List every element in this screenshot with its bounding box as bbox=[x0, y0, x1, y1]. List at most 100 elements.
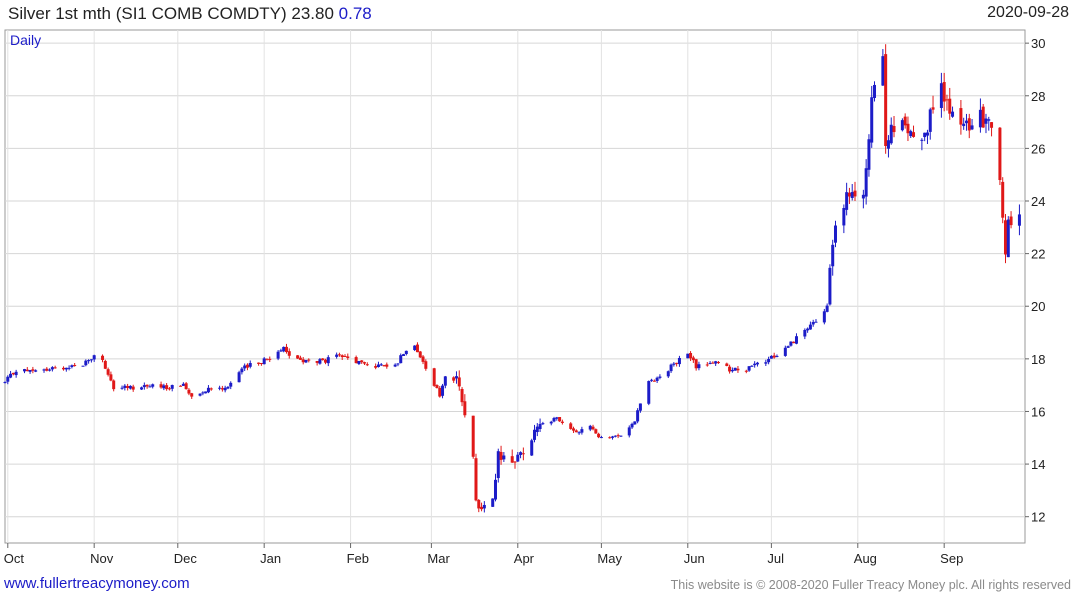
candle-body bbox=[343, 356, 347, 358]
candle-body bbox=[677, 357, 681, 365]
candle-body bbox=[881, 56, 885, 86]
candle-body bbox=[151, 384, 155, 387]
site-link[interactable]: www.fullertreacymoney.com bbox=[4, 575, 190, 592]
candle-body bbox=[870, 97, 874, 143]
candle-body bbox=[831, 244, 835, 267]
candle-body bbox=[243, 365, 247, 369]
candle-body bbox=[772, 355, 776, 358]
candle-body bbox=[711, 362, 715, 364]
candle-body bbox=[513, 461, 517, 463]
candle-body bbox=[981, 106, 985, 128]
candle-body bbox=[120, 387, 124, 389]
y-tick-label: 18 bbox=[1031, 352, 1045, 367]
chart-header: Silver 1st mth (SI1 COMB COMDTY) 23.80 0… bbox=[8, 4, 372, 24]
candle-body bbox=[611, 436, 615, 438]
candle-body bbox=[884, 54, 888, 146]
candle-body bbox=[296, 355, 300, 359]
candle-body bbox=[53, 367, 57, 369]
candle-body bbox=[201, 392, 205, 394]
candle-body bbox=[220, 388, 224, 390]
candle-body bbox=[198, 393, 202, 396]
candlestick-chart: 12 14 16 18 20 22 24 26 28 30 Oct Nov Dec Jan Feb Mar A… bbox=[3, 29, 1045, 566]
candle-body bbox=[81, 365, 85, 367]
candle-body bbox=[873, 84, 877, 98]
candle-body bbox=[808, 324, 812, 330]
x-tick-label: May bbox=[597, 551, 622, 566]
candle-body bbox=[248, 363, 252, 367]
candle-body bbox=[268, 358, 272, 360]
candle-body bbox=[204, 391, 208, 394]
candle-body bbox=[909, 131, 913, 137]
y-tick-label: 16 bbox=[1031, 404, 1045, 419]
copyright-text: This website is © 2008-2020 Fuller Treac… bbox=[670, 578, 1071, 592]
candle-body bbox=[990, 122, 994, 128]
candle-body bbox=[572, 428, 576, 431]
candle-body bbox=[892, 126, 896, 133]
candle-body bbox=[591, 426, 595, 430]
y-tick-label: 20 bbox=[1031, 299, 1045, 314]
candle-body bbox=[438, 387, 442, 397]
candle-body bbox=[549, 421, 553, 424]
candle-body bbox=[315, 360, 319, 363]
candle-body bbox=[279, 350, 283, 352]
candle-body bbox=[510, 456, 514, 463]
candle-body bbox=[725, 363, 729, 367]
candle-body bbox=[474, 458, 478, 501]
candle-body bbox=[34, 370, 38, 372]
candle-body bbox=[597, 433, 601, 438]
candle-body bbox=[714, 361, 718, 364]
candle-body bbox=[209, 388, 213, 390]
candle-body bbox=[558, 417, 562, 422]
candle-body bbox=[541, 423, 545, 425]
candle-body bbox=[385, 364, 389, 367]
candle-body bbox=[11, 372, 15, 375]
candle-body bbox=[686, 353, 690, 359]
candle-body bbox=[376, 364, 380, 367]
candle-body bbox=[45, 368, 49, 371]
candle-body bbox=[753, 363, 757, 366]
candle-body bbox=[577, 432, 581, 434]
candle-body bbox=[396, 363, 400, 365]
candle-body bbox=[206, 387, 210, 393]
candle-body bbox=[655, 377, 659, 381]
candle-body bbox=[733, 367, 737, 371]
candle-body bbox=[413, 345, 417, 351]
candle-body bbox=[480, 506, 484, 510]
candle-body bbox=[755, 362, 759, 365]
candle-body bbox=[240, 368, 244, 373]
y-tick-label: 26 bbox=[1031, 141, 1045, 156]
candle-body bbox=[14, 371, 18, 376]
candle-body bbox=[23, 369, 27, 372]
candle-body bbox=[477, 499, 481, 509]
candle-body bbox=[853, 190, 857, 197]
candle-body bbox=[62, 367, 66, 370]
candle-body bbox=[365, 364, 369, 366]
candle-body bbox=[482, 504, 486, 509]
candle-body bbox=[675, 362, 679, 364]
candle-body bbox=[162, 385, 166, 389]
candle-body bbox=[245, 364, 249, 368]
candle-body bbox=[226, 386, 230, 389]
candle-body bbox=[978, 109, 982, 128]
candle-body bbox=[1017, 214, 1021, 226]
candle-body bbox=[382, 365, 386, 367]
candle-body bbox=[842, 208, 846, 226]
candle-body bbox=[128, 385, 132, 389]
candle-body bbox=[9, 373, 13, 378]
price-change: 0.78 bbox=[338, 4, 372, 23]
candle-body bbox=[789, 341, 793, 346]
candle-body bbox=[92, 355, 96, 360]
candle-body bbox=[435, 385, 439, 389]
candle-body bbox=[165, 385, 169, 390]
candle-body bbox=[689, 353, 693, 359]
candle-body bbox=[142, 385, 146, 388]
candle-body bbox=[942, 82, 946, 102]
candle-body bbox=[257, 362, 261, 364]
candle-body bbox=[764, 362, 768, 364]
candle-body bbox=[658, 376, 662, 378]
x-tick-label: Oct bbox=[4, 551, 25, 566]
candle-body bbox=[814, 321, 818, 323]
candle-body bbox=[569, 423, 573, 429]
candle-body bbox=[850, 192, 854, 198]
candle-body bbox=[613, 435, 617, 437]
